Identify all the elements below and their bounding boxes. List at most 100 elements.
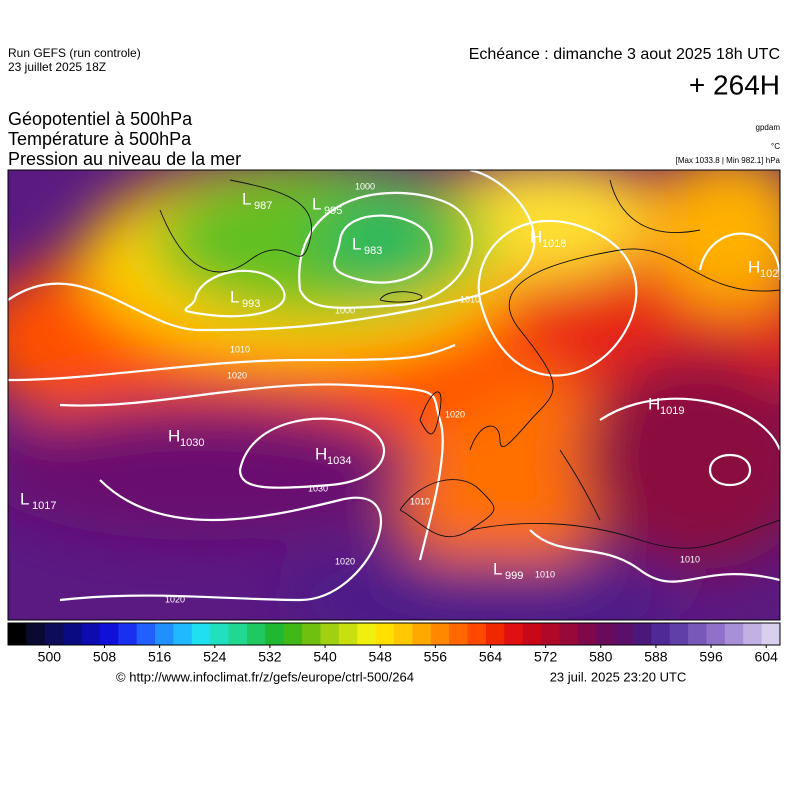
center-value: 1019 bbox=[660, 405, 684, 417]
center-value: 999 bbox=[505, 570, 523, 582]
colorbar-tick-label: 580 bbox=[589, 649, 613, 665]
colorbar-cell bbox=[44, 623, 64, 645]
colorbar-cell bbox=[559, 623, 579, 645]
center-value: 995 bbox=[324, 205, 342, 217]
field-name: Température à 500hPa bbox=[8, 129, 192, 149]
colorbar-tick-label: 596 bbox=[699, 649, 723, 665]
center-value: 987 bbox=[254, 200, 272, 212]
colorbar-cell bbox=[99, 623, 119, 645]
colorbar-cell bbox=[136, 623, 156, 645]
center-kind: L bbox=[242, 189, 251, 208]
source-url: © http://www.infoclimat.fr/z/gefs/europe… bbox=[116, 669, 414, 684]
colorbar-tick-label: 588 bbox=[644, 649, 668, 665]
isobar-label: 1010 bbox=[680, 554, 700, 564]
run-label: Run GEFS (run controle) bbox=[8, 46, 141, 60]
center-value: 1034 bbox=[327, 455, 351, 467]
map bbox=[8, 170, 780, 620]
colorbar-cell bbox=[302, 623, 321, 645]
colorbar-tick-label: 508 bbox=[93, 649, 117, 665]
colorbar-cell bbox=[155, 623, 174, 645]
colorbar-cell bbox=[596, 623, 616, 645]
colorbar-cell bbox=[577, 623, 597, 645]
lead-time: + 264H bbox=[689, 69, 780, 100]
pressure-center: L 987 bbox=[242, 189, 272, 211]
center-kind: H bbox=[648, 394, 660, 413]
isobar-label: 1010 bbox=[230, 344, 250, 354]
colorbar-cell bbox=[228, 623, 248, 645]
colorbar-cell bbox=[632, 623, 652, 645]
pressure-center: H 1030 bbox=[168, 426, 204, 448]
center-kind: H bbox=[748, 257, 760, 276]
pressure-center: L 995 bbox=[312, 194, 342, 216]
pressure-center: H 1018 bbox=[530, 227, 566, 249]
map-frame bbox=[7, 169, 781, 621]
unit-label: gpdam bbox=[756, 123, 781, 132]
colorbar-cell bbox=[688, 623, 707, 645]
colorbar-tick-label: 532 bbox=[258, 649, 282, 665]
colorbar-tick-label: 572 bbox=[534, 649, 558, 665]
colorbar-tick-label: 604 bbox=[755, 649, 779, 665]
colorbar-cell bbox=[375, 623, 395, 645]
center-value: 983 bbox=[364, 245, 382, 257]
unit-label: °C bbox=[771, 142, 780, 151]
pressure-center: L 999 bbox=[493, 559, 523, 581]
colorbar-cell bbox=[173, 623, 193, 645]
colorbar-cell bbox=[467, 623, 487, 645]
colorbar-tick-label: 556 bbox=[424, 649, 448, 665]
pressure-center: H 102 bbox=[748, 257, 778, 279]
center-kind: H bbox=[315, 444, 327, 463]
colorbar-tick-label: 564 bbox=[479, 649, 503, 665]
colorbar-cell bbox=[449, 623, 469, 645]
colorbar-cell bbox=[522, 623, 542, 645]
colorbar-cell bbox=[430, 623, 450, 645]
colorbar-cell bbox=[320, 623, 340, 645]
center-kind: H bbox=[168, 426, 180, 445]
center-kind: L bbox=[20, 489, 29, 508]
colorbar-cell bbox=[669, 623, 689, 645]
colorbar-cell bbox=[191, 623, 211, 645]
field-name: Géopotentiel à 500hPa bbox=[8, 109, 193, 129]
colorbar-cell bbox=[761, 623, 781, 645]
colorbar-cell bbox=[265, 623, 285, 645]
colorbar-frame bbox=[7, 622, 781, 646]
isobar-label: 1020 bbox=[165, 594, 185, 604]
colorbar-tick-label: 548 bbox=[369, 649, 393, 665]
colorbar: 500 508 516 524 532 540 548 556 564 572 580 588 596 6… bbox=[7, 622, 781, 665]
colorbar-cell bbox=[8, 623, 27, 645]
isobar-label: 1010 bbox=[460, 294, 480, 304]
center-value: 993 bbox=[242, 298, 260, 310]
pressure-center: L 1017 bbox=[20, 489, 56, 511]
run-date: 23 juillet 2025 18Z bbox=[8, 60, 106, 74]
colorbar-tick-label: 516 bbox=[148, 649, 172, 665]
pressure-center: H 1034 bbox=[315, 444, 351, 466]
isobar-label: 1020 bbox=[335, 556, 355, 566]
isobar-label: 1000 bbox=[335, 305, 355, 315]
colorbar-cell bbox=[394, 623, 413, 645]
colorbar-tick-label: 500 bbox=[38, 649, 62, 665]
colorbar-cell bbox=[63, 623, 83, 645]
colorbar-cell bbox=[651, 623, 671, 645]
colorbar-tick-label: 524 bbox=[203, 649, 227, 665]
generated-time: 23 juil. 2025 23:20 UTC bbox=[550, 669, 687, 684]
isobar-label: 1010 bbox=[535, 569, 555, 579]
pressure-center: L 983 bbox=[352, 234, 382, 256]
colorbar-cell bbox=[485, 623, 505, 645]
colorbar-cell bbox=[724, 623, 744, 645]
isobar-label: 1020 bbox=[227, 370, 247, 380]
colorbar-cell bbox=[743, 623, 763, 645]
field-name: Pression au niveau de la mer bbox=[8, 149, 241, 169]
unit-label: [Max 1033.8 | Min 982.1] hPa bbox=[676, 156, 781, 165]
coastlines bbox=[159, 179, 780, 549]
valid-time: Echéance : dimanche 3 aout 2025 18h UTC bbox=[469, 46, 780, 63]
center-value: 1017 bbox=[32, 500, 56, 512]
center-value: 102 bbox=[760, 268, 778, 280]
isobar-label: 1010 bbox=[410, 496, 430, 506]
center-value: 1018 bbox=[542, 238, 566, 250]
colorbar-tick-label: 540 bbox=[313, 649, 337, 665]
isobars bbox=[8, 170, 780, 602]
colorbar-cell bbox=[246, 623, 266, 645]
colorbar-cell bbox=[338, 623, 358, 645]
center-kind: L bbox=[493, 559, 502, 578]
center-kind: L bbox=[312, 194, 321, 213]
